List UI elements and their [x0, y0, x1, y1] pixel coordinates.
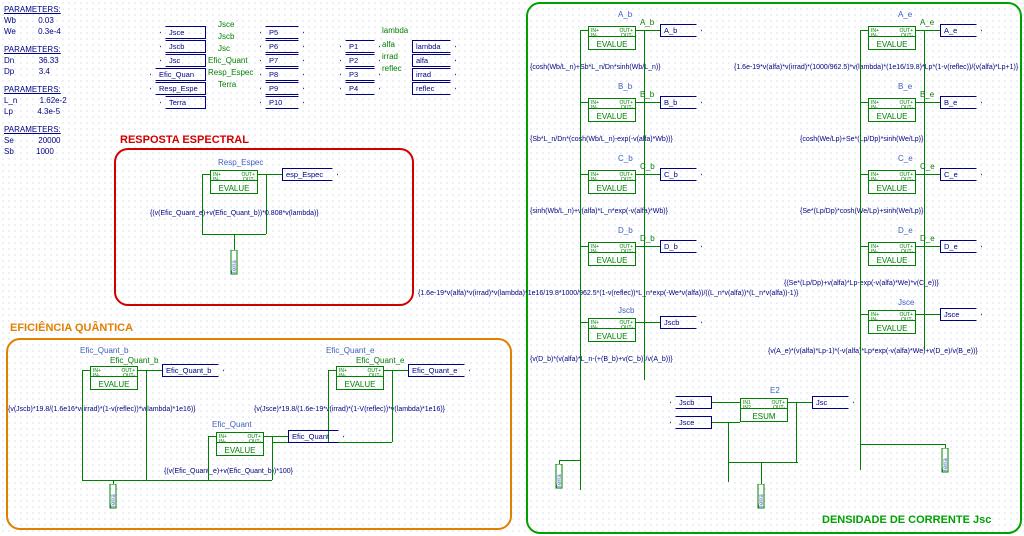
block-name: Resp_Espec [218, 158, 263, 167]
out-label: B_e [940, 96, 982, 109]
evalue-block: IN+OUT+ IN-OUT- EVALUE [868, 242, 916, 266]
formula: {Sb*L_n/Dn*(cosh(Wb/L_n)-exp(-v(alfa)*Wb… [530, 136, 673, 143]
out-label: Jscb [660, 316, 702, 329]
formula: {(v(Efic_Quant_e)+v(Efic_Quant_b))*0.808… [150, 210, 319, 217]
evalue-block: IN+OUT+ IN-OUT- EVALUE [216, 432, 264, 456]
evalue-block: IN+OUT+ IN-OUT- EVALUE [588, 318, 636, 342]
top-connector-left: Jsce Jscb Jsc Efic_Quan Resp_Espe Terra [160, 26, 206, 109]
pin-label: P7 [260, 54, 304, 67]
evalue-block: IN+OUT+ IN-OUT- EVALUE [588, 170, 636, 194]
pin-label: irrad [412, 68, 456, 81]
terra-icon: Terra [108, 484, 118, 512]
terra-icon: Terra [229, 250, 239, 278]
evalue-block: IN+OUT+ IN-OUT- EVALUE [868, 170, 916, 194]
evalue-block: IN+OUT+ IN-OUT- EVALUE [868, 98, 916, 122]
pin-label: P1 [340, 40, 380, 53]
evalue-block: IN+OUT+ IN-OUT- EVALUE [588, 242, 636, 266]
out-label: Efic_Quant_b [162, 364, 224, 377]
top-connector-right-3: lambda alfa irrad reflec [412, 40, 456, 95]
out-label: Jsce [940, 308, 982, 321]
pin-label: Jsce [160, 26, 206, 39]
in-label: Jscb [670, 396, 712, 409]
out-label: A_b [660, 24, 702, 37]
formula: {Se*(Lp/Dp)*cosh(We/Lp)+sinh(We/Lp)} [800, 208, 923, 215]
out-label: Efic_Quant_e [408, 364, 470, 377]
evalue-block: IN+OUT+ IN-OUT- EVALUE [336, 366, 384, 390]
top-connector-right-1: P1 P2 P3 P4 [340, 40, 380, 95]
out-label: Jsc [812, 396, 854, 409]
out-label: esp_Espec [282, 168, 338, 181]
pin-label: P4 [340, 82, 380, 95]
param-block-4: PARAMETERS: Se 20000 Sb 1000 [4, 124, 61, 157]
pin-label: P8 [260, 68, 304, 81]
in-label: Jsce [670, 416, 712, 429]
terra-icon: Terra [940, 448, 950, 476]
param-row: Wb 0.03 [4, 15, 61, 26]
pin-label: P6 [260, 40, 304, 53]
formula: {(Se*(Lp/Dp)+v(alfa)*Lp-exp(-v(alfa)*We)… [784, 280, 939, 287]
out-label: D_b [660, 240, 702, 253]
out-label: C_b [660, 168, 702, 181]
param-row: We 0.3e-4 [4, 26, 61, 37]
param-block-1: PARAMETERS: Wb 0.03 We 0.3e-4 [4, 4, 61, 37]
out-label: C_e [940, 168, 982, 181]
formula: {v(A_e)*(v(alfa)*Lp-1)*(-v(alfa)*Lp*exp(… [768, 348, 978, 355]
evalue-block: IN+OUT+ IN-OUT- EVALUE [588, 98, 636, 122]
evalue-block: IN+OUT+ IN-OUT- EVALUE [868, 310, 916, 334]
out-label: Efic_Quant [288, 430, 344, 443]
out-label: A_e [940, 24, 982, 37]
pin-label: reflec [412, 82, 456, 95]
formula: {v(Jscb)*19.8/(1.6e16*v(irrad)*(1-v(refl… [8, 406, 196, 413]
formula: {cosh(Wb/L_n)+Sb*L_n/Dn*sinh(Wb/L_n)} [530, 64, 661, 71]
formula: {sinh(Wb/L_n)+v(alfa)*L_n*exp(-v(alfa)*W… [530, 208, 668, 215]
section-label-densidade: DENSIDADE DE CORRENTE Jsc [822, 514, 991, 526]
section-label-resposta: RESPOSTA ESPECTRAL [120, 134, 249, 146]
terra-icon: Terra [554, 464, 564, 492]
param-block-3: PARAMETERS: L_n 1.62e-2 Lp 4.3e-5 [4, 84, 67, 117]
section-label-eficiencia: EFICIÊNCIA QUÂNTICA [10, 322, 133, 334]
pin-label: lambda [412, 40, 456, 53]
pin-label: P3 [340, 68, 380, 81]
section-resposta [114, 148, 414, 306]
pin-label: Jscb [160, 40, 206, 53]
pin-label: P5 [260, 26, 304, 39]
evalue-block: IN+OUT+ IN-OUT- EVALUE [588, 26, 636, 50]
formula: {1.6e-19*v(alfa)*v(irrad)*(1000/962.5)*v… [734, 64, 1018, 71]
pin-label: P2 [340, 54, 380, 67]
pin-label: Resp_Espe [150, 82, 206, 95]
formula: {(v(Efic_Quant_e)+v(Efic_Quant_b))*100} [164, 468, 293, 475]
pin-label: alfa [412, 54, 456, 67]
top-connector-left-3: P5 P6 P7 P8 P9 P10 [260, 26, 304, 109]
out-label: B_b [660, 96, 702, 109]
formula: {1.6e-19*v(alfa)*v(irrad)*v(lambda)*1e16… [418, 290, 798, 297]
pin-label: Terra [160, 96, 206, 109]
formula: {v(D_b)*(v(alfa)*L_n-(+(B_b)+v(C_b))/v(A… [530, 356, 673, 363]
esum-block: IN1OUT+ IN2OUT- ESUM [740, 398, 788, 422]
pin-label: P9 [260, 82, 304, 95]
formula: {cosh(We/Lp)+Se*(Lp/Dp)*sinh(We/Lp)} [800, 136, 923, 143]
pin-label: Efic_Quan [150, 68, 206, 81]
param-title: PARAMETERS: [4, 4, 61, 15]
pin-label: Jsc [160, 54, 206, 67]
formula: {v(Jsce)*19.8/(1.6e-19*v(irrad)*(1-V(ref… [254, 406, 445, 413]
param-block-2: PARAMETERS: Dn 36.33 Dp 3.4 [4, 44, 61, 77]
pin-label: P10 [260, 96, 304, 109]
top-connector-left-2: Jsce Jscb Jsc Efic_Quant Resp_Espec Terr… [208, 20, 253, 89]
terra-icon: Terra [756, 484, 766, 512]
evalue-block: IN+OUT+ IN-OUT- EVALUE [868, 26, 916, 50]
evalue-block-resp: IN+OUT+ IN-OUT- EVALUE [210, 170, 258, 194]
out-label: D_e [940, 240, 982, 253]
top-connector-right-2: alfa irrad reflec [382, 40, 402, 76]
evalue-block: IN+OUT+ IN-OUT- EVALUE [90, 366, 138, 390]
